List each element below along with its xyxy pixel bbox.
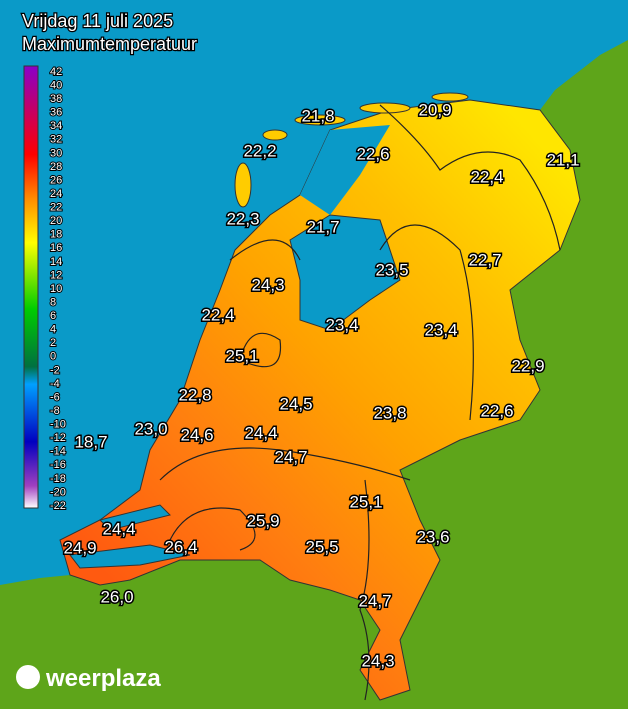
legend-label: 42 [50,66,62,78]
legend-label: -4 [50,378,60,390]
temperature-label: 24,7 [358,591,391,610]
temperature-label: 24,9 [63,538,96,557]
legend-label: 24 [50,188,62,200]
legend-label: 0 [50,351,56,363]
temperature-label: 23,6 [416,527,449,546]
temperature-label: 23,5 [375,260,408,279]
legend-label: 14 [50,256,62,268]
temperature-label: 22,9 [511,356,544,375]
legend-label: 36 [50,107,62,119]
labels: 21,8 20,9 22,2 22,6 21,1 22,4 22,3 21,7 23,5 22,7… [62,99,581,672]
temperature-label: 22,3 [226,209,259,228]
temperature-label: 24,6 [180,425,213,444]
legend-label: -14 [50,446,66,458]
legend-label: -2 [50,364,60,376]
logo [16,665,40,689]
legend-label: 20 [50,215,62,227]
legend-label: 38 [50,93,62,105]
brand: weerplaza [45,665,161,692]
legend-label: 16 [50,242,62,254]
foreign-land [0,40,628,709]
legend-label: 34 [50,120,62,132]
temperature-label: 24,3 [251,275,284,294]
temperature-label: 22,6 [356,144,389,163]
zeeland-waters [69,504,191,569]
title: Vrijdag 11 juli 2025 [22,11,173,31]
wadden-islands [234,92,469,208]
temperature-label: 22,4 [201,305,234,324]
netherlands [59,99,581,701]
legend-label: 6 [50,310,56,322]
temperature-label: 23,4 [424,320,457,339]
legend-label: -12 [50,432,66,444]
legend-label: 32 [50,134,62,146]
temperature-label: 26,0 [100,587,133,606]
legend-label: 22 [50,202,62,214]
temperature-label: 23,4 [325,315,358,334]
legend-label: -16 [50,459,66,471]
legend-label: -22 [50,500,66,512]
legend-label: -18 [50,473,66,485]
temperature-label: 22,2 [243,141,276,160]
temperature-label: 24,4 [102,519,135,538]
temperature-label: 23,8 [373,403,406,422]
legend-bar [23,65,39,509]
temperature-label: 22,6 [480,401,513,420]
legend-label: 40 [50,79,62,91]
temperature-label: 24,4 [244,423,277,442]
temperature-label: 24,5 [279,394,312,413]
legend-label: -6 [50,391,60,403]
temperature-label: 20,9 [418,100,451,119]
legend-label: 8 [50,296,56,308]
temperature-label: 25,1 [349,492,382,511]
temperature-label: 22,7 [468,250,501,269]
subtitle: Maximumtemperatuur [22,34,197,54]
legend: 424038363432302826242220181614121086420-… [49,65,67,513]
temperature-label: 23,0 [134,419,167,438]
temperature-label: 18,7 [74,432,107,451]
temperature-label: 22,8 [178,385,211,404]
temperature-label: 21,8 [301,106,334,125]
isotherms [159,104,561,701]
temperature-label: 25,9 [246,511,279,530]
legend-label: -8 [50,405,60,417]
legend-label: 10 [50,283,62,295]
legend-label: 26 [50,174,62,186]
temperature-label: 22,4 [470,167,503,186]
temperature-label: 21,7 [306,217,339,236]
temperature-label: 25,5 [305,537,338,556]
ijsselmeer [289,214,401,331]
legend-label: 28 [50,161,62,173]
legend-label: -10 [50,419,66,431]
legend-label: 4 [50,324,56,336]
temperature-label: 21,1 [546,150,579,169]
temperature-label: 24,3 [361,651,394,670]
temperature-label: 26,4 [164,537,197,556]
legend-label: 12 [50,269,62,281]
legend-label: 2 [50,337,56,349]
legend-label: 18 [50,229,62,241]
temperature-label: 25,1 [225,346,258,365]
legend-label: 30 [50,147,62,159]
wadden-sea [300,125,390,215]
legend-label: -20 [50,486,66,498]
temperature-label: 24,7 [274,447,307,466]
